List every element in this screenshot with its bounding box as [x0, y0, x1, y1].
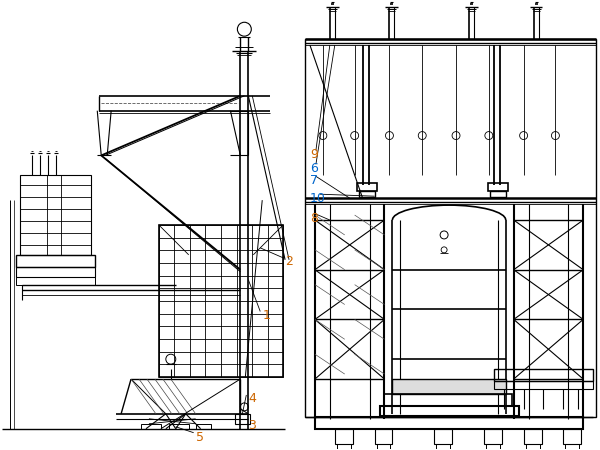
Bar	[196, 424, 211, 429]
Text: 2: 2	[285, 255, 293, 268]
Text: 10: 10	[310, 192, 326, 205]
Bar	[305, 39, 596, 417]
Text: 1: 1	[262, 310, 270, 323]
Text: 4: 4	[248, 392, 256, 405]
Bar	[335, 429, 353, 444]
Bar	[356, 183, 377, 191]
Bar	[159, 225, 283, 377]
Bar	[374, 429, 392, 444]
Bar	[494, 369, 593, 381]
Bar	[337, 444, 350, 449]
Bar	[486, 444, 500, 449]
Bar	[141, 424, 161, 429]
Text: 7: 7	[310, 174, 318, 187]
Bar	[490, 191, 506, 197]
Bar	[436, 444, 450, 449]
Bar	[563, 429, 581, 444]
Bar	[494, 381, 593, 389]
Text: 3: 3	[248, 419, 256, 432]
Bar	[380, 406, 518, 416]
Bar	[385, 394, 512, 406]
Bar	[484, 429, 502, 444]
Bar	[235, 414, 250, 424]
Bar	[434, 429, 452, 444]
Text: 9: 9	[310, 148, 318, 162]
Bar	[565, 444, 579, 449]
Text: 5: 5	[196, 431, 203, 444]
Bar	[392, 379, 506, 394]
Text: 6: 6	[310, 162, 318, 176]
Bar	[488, 183, 508, 191]
Bar	[169, 424, 188, 429]
Bar	[359, 191, 374, 197]
Bar	[377, 444, 391, 449]
Bar	[315, 417, 583, 429]
Bar	[20, 176, 91, 255]
Bar	[524, 429, 542, 444]
Bar	[526, 444, 539, 449]
Bar	[16, 255, 95, 267]
Bar	[16, 277, 95, 285]
Text: 8: 8	[310, 212, 318, 225]
Bar	[16, 267, 95, 277]
